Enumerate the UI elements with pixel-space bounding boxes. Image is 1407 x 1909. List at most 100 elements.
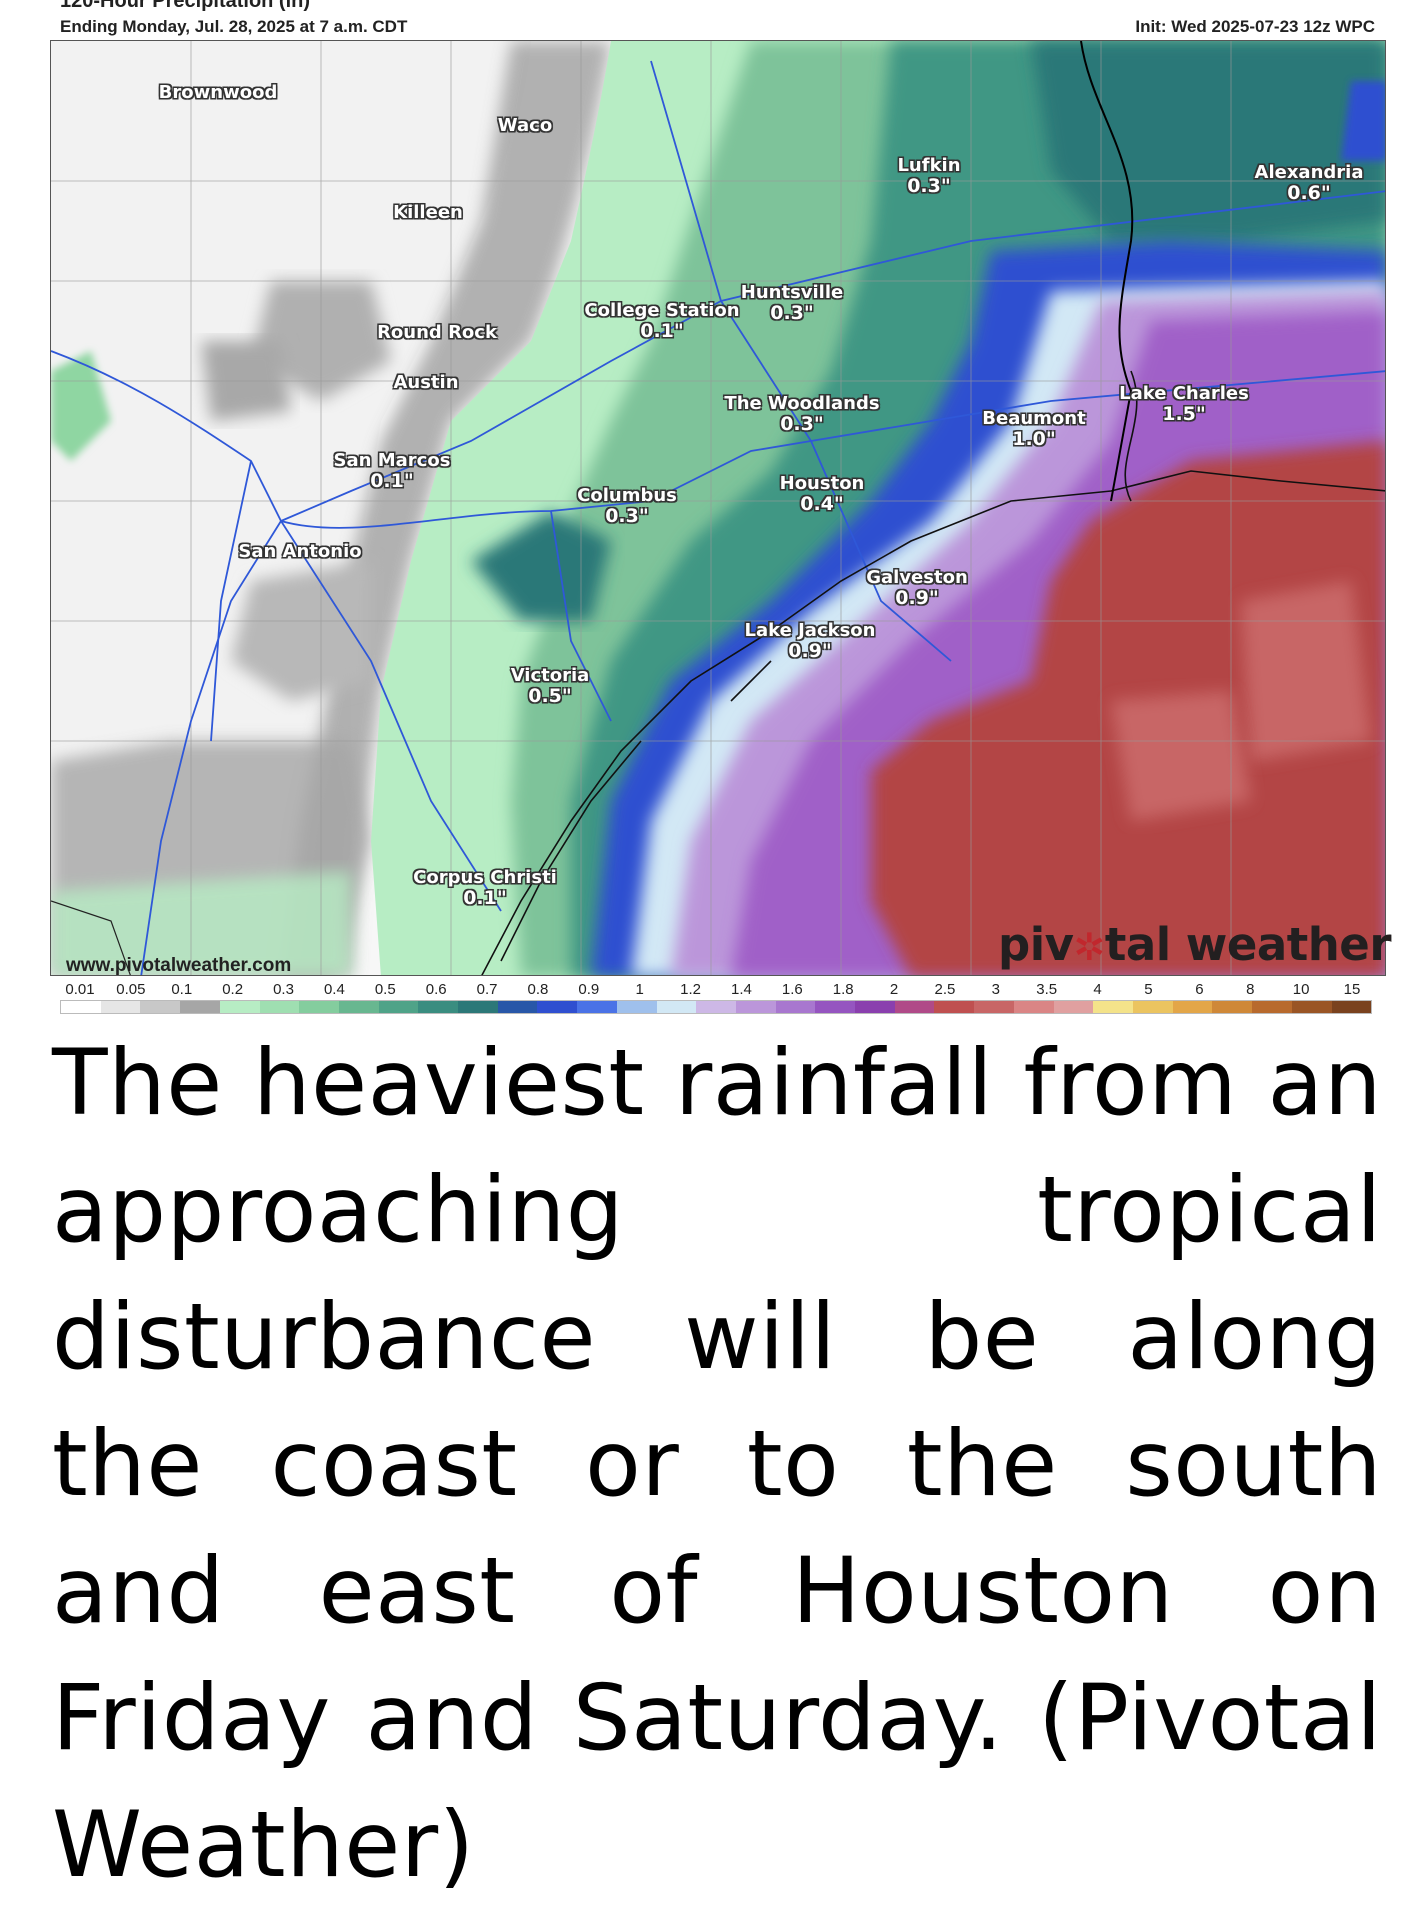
scale-swatch: [1291, 1001, 1332, 1013]
scale-swatch: [1132, 1001, 1173, 1013]
scale-tick-label: 0.8: [527, 981, 549, 998]
pivotal-weather-logo: piv✲tal weather: [998, 918, 1392, 971]
color-scale-labels: 0.01 0.05 0.1 0.2 0.3 0.4 0.5 0.6 0.7 0.8 0.9 1 1.2 1…: [60, 981, 1372, 1001]
city-value: 0.9": [788, 640, 832, 662]
scale-tick-label: 1.2: [680, 981, 701, 998]
city-value: 0.3": [605, 505, 649, 527]
map-title: 120-Hour Precipitation (in): [60, 0, 311, 12]
city-value: 1.0": [1012, 428, 1056, 450]
scale-swatch: [1013, 1001, 1054, 1013]
scale-tick-label: 2: [889, 981, 899, 998]
city-label-houston: Houston 0.4": [779, 473, 865, 515]
scale-swatch: [1212, 1001, 1253, 1013]
scale-swatch: [338, 1001, 379, 1013]
scale-swatch: [1331, 1001, 1372, 1013]
article-caption: The heaviest rainfall from an approachin…: [52, 1031, 1382, 1898]
city-label-beaumont: Beaumont 1.0": [982, 408, 1086, 450]
scale-tick-label: 0.7: [476, 981, 498, 998]
scale-tick-label: 10: [1292, 981, 1310, 998]
precipitation-map-graphic: [51, 41, 1385, 975]
city-value: 0.1": [370, 470, 414, 492]
scale-tick-label: 0.4: [323, 981, 345, 998]
scale-tick-label: 8: [1246, 981, 1255, 998]
scale-tick-label: 5: [1144, 981, 1153, 998]
coastline: [481, 370, 1385, 975]
city-label-lake-charles: Lake Charles 1.5": [1119, 383, 1249, 425]
color-scale-bar: [60, 1000, 1372, 1014]
city-label-killeen: Killeen: [393, 202, 463, 223]
city-value: 1.5": [1162, 403, 1206, 425]
precipitation-map: [50, 40, 1386, 976]
scale-tick-label: 0.1: [171, 981, 193, 998]
scale-swatch: [537, 1001, 578, 1013]
city-label-corpus-christi: Corpus Christi 0.1": [413, 867, 557, 909]
scale-tick-label: 0.01: [65, 981, 95, 998]
city-value: 0.6": [1287, 182, 1331, 204]
scale-tick-label: 0.2: [222, 981, 244, 998]
scale-tick-label: 1.6: [781, 981, 803, 998]
state-border: [1080, 41, 1134, 502]
city-value: 0.1": [463, 887, 507, 909]
city-value: 0.9": [895, 587, 939, 609]
scale-swatch: [458, 1001, 498, 1013]
scale-swatch: [974, 1001, 1014, 1013]
scale-swatch: [1093, 1001, 1133, 1013]
scale-swatch: [180, 1001, 220, 1013]
city-value: 0.5": [528, 685, 572, 707]
scale-tick-label: 3: [991, 981, 1000, 998]
city-value: 0.3": [780, 413, 824, 435]
city-label-galveston: Galveston 0.9": [866, 567, 968, 609]
scale-swatch: [894, 1001, 935, 1013]
city-value: 0.1": [640, 320, 684, 342]
city-label-round-rock: Round Rock: [377, 322, 497, 343]
city-label-columbus: Columbus 0.3": [577, 485, 677, 527]
scale-tick-label: 1.8: [832, 981, 854, 998]
scale-tick-label: 0.6: [425, 981, 447, 998]
scale-swatch: [815, 1001, 856, 1013]
city-value: 0.3": [907, 175, 951, 197]
scale-swatch: [259, 1001, 300, 1013]
scale-tick-label: 0.5: [374, 981, 396, 998]
scale-tick-label: 1: [635, 981, 644, 998]
scale-swatch: [855, 1001, 895, 1013]
highways: [51, 60, 1385, 975]
map-valid-time: Ending Monday, Jul. 28, 2025 at 7 a.m. C…: [60, 17, 408, 36]
city-label-san-antonio: San Antonio: [238, 541, 362, 562]
scale-swatch: [1252, 1001, 1292, 1013]
scale-swatch: [378, 1001, 419, 1013]
city-label-austin: Austin: [393, 372, 459, 393]
scale-swatch: [656, 1001, 697, 1013]
city-label-lake-jackson: Lake Jackson 0.9": [744, 620, 876, 662]
city-value: 0.3": [770, 302, 814, 324]
city-label-waco: Waco: [497, 115, 553, 136]
scale-swatch: [100, 1001, 141, 1013]
scale-swatch: [616, 1001, 657, 1013]
scale-swatch: [1172, 1001, 1213, 1013]
scale-tick-label: 0.3: [273, 981, 294, 998]
scale-swatch: [418, 1001, 459, 1013]
city-value: 0.4": [800, 493, 844, 515]
scale-tick-label: 6: [1195, 981, 1204, 998]
scale-swatch: [219, 1001, 260, 1013]
map-init-time: Init: Wed 2025-07-23 12z WPC: [1135, 17, 1375, 36]
scale-tick-label: 1.4: [731, 981, 752, 998]
scale-swatch: [696, 1001, 736, 1013]
scale-swatch: [140, 1001, 181, 1013]
scale-tick-label: 2.5: [934, 981, 956, 998]
scale-swatch: [775, 1001, 816, 1013]
scale-swatch: [61, 1001, 101, 1013]
scale-tick-label: 3.5: [1036, 981, 1058, 998]
scale-swatch: [735, 1001, 776, 1013]
scale-swatch: [934, 1001, 975, 1013]
city-label-brownwood: Brownwood: [158, 82, 278, 103]
scale-swatch: [497, 1001, 538, 1013]
scale-tick-label: 15: [1343, 981, 1361, 998]
city-label-san-marcos: San Marcos 0.1": [333, 450, 451, 492]
scale-swatch: [299, 1001, 339, 1013]
city-label-the-woodlands: The Woodlands 0.3": [724, 393, 880, 435]
city-label-college-station: College Station 0.1": [584, 300, 740, 342]
scale-tick-label: 4: [1093, 981, 1102, 998]
scale-tick-label: 0.05: [116, 981, 146, 998]
scale-swatch: [1053, 1001, 1094, 1013]
city-label-alexandria: Alexandria 0.6": [1254, 162, 1364, 204]
